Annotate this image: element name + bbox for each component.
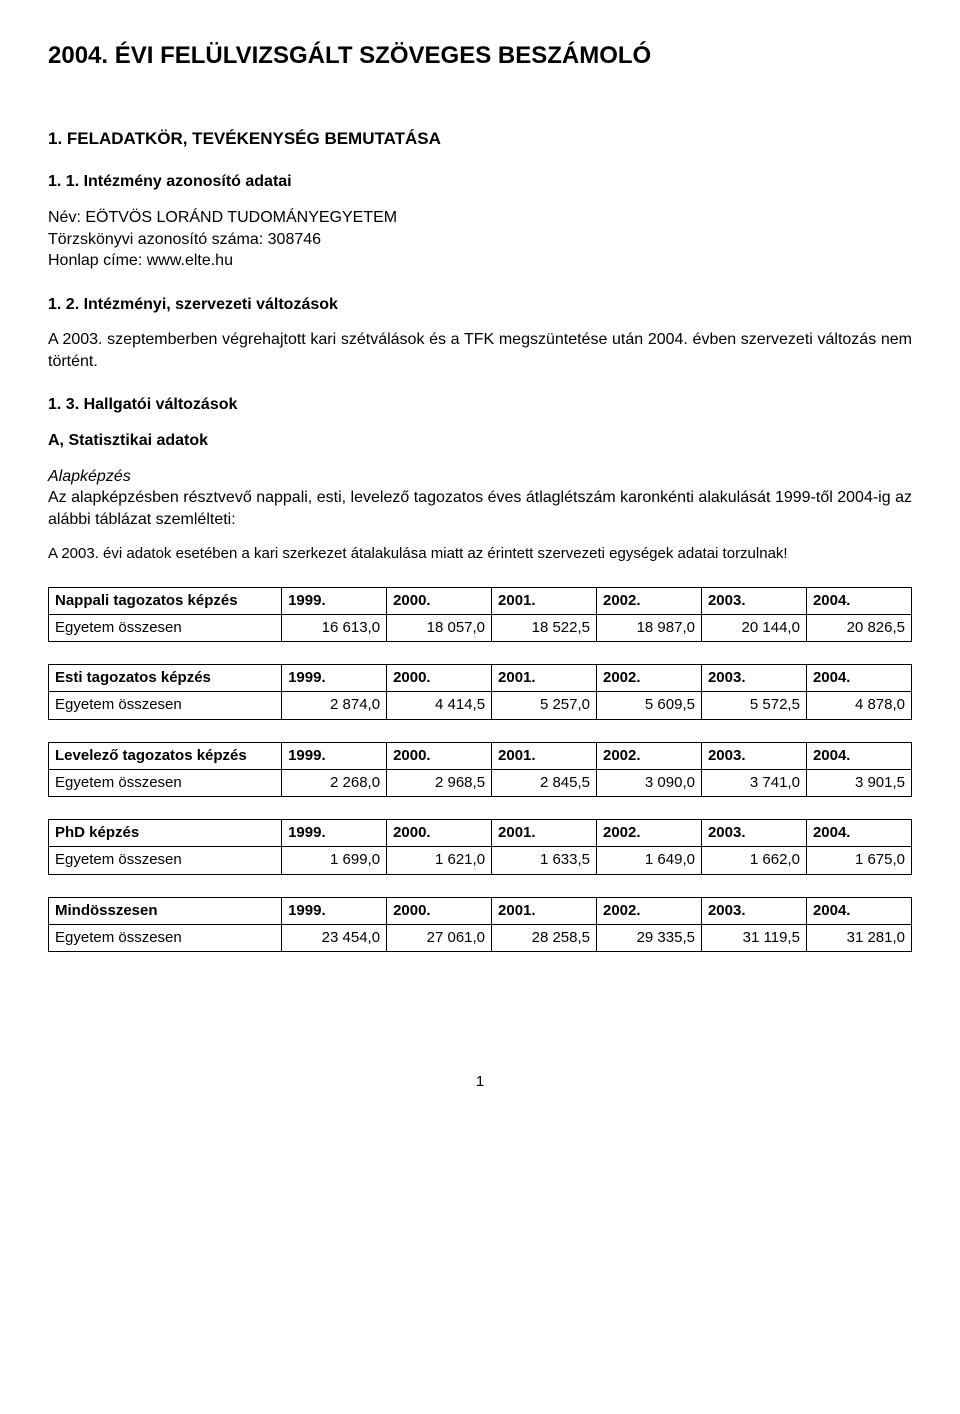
cell-value: 16 613,0 <box>282 614 387 641</box>
year-header: 2001. <box>492 587 597 614</box>
cell-value: 28 258,5 <box>492 924 597 951</box>
section-1-2-paragraph: A 2003. szeptemberben végrehajtott kari … <box>48 329 912 372</box>
page-title: 2004. ÉVI FELÜLVIZSGÁLT SZÖVEGES BESZÁMO… <box>48 40 912 72</box>
year-header: 2004. <box>806 820 911 847</box>
cell-value: 1 675,0 <box>806 847 911 874</box>
data-table: Nappali tagozatos képzés1999.2000.2001.2… <box>48 587 912 643</box>
year-header: 2003. <box>701 587 806 614</box>
data-table: Esti tagozatos képzés1999.2000.2001.2002… <box>48 664 912 720</box>
cell-value: 4 878,0 <box>806 692 911 719</box>
year-header: 2002. <box>597 820 702 847</box>
cell-value: 1 699,0 <box>282 847 387 874</box>
cell-value: 2 268,0 <box>282 769 387 796</box>
cell-value: 1 633,5 <box>492 847 597 874</box>
table-caption: Nappali tagozatos képzés <box>49 587 282 614</box>
cell-value: 1 649,0 <box>597 847 702 874</box>
section-1-3-heading: 1. 3. Hallgatói változások <box>48 394 912 416</box>
cell-value: 5 609,5 <box>597 692 702 719</box>
cell-value: 31 119,5 <box>701 924 806 951</box>
cell-value: 18 057,0 <box>387 614 492 641</box>
field-regnum: Törzskönyvi azonosító száma: 308746 <box>48 229 912 251</box>
cell-value: 18 522,5 <box>492 614 597 641</box>
year-header: 2004. <box>806 897 911 924</box>
year-header: 2001. <box>492 897 597 924</box>
cell-value: 1 662,0 <box>701 847 806 874</box>
table-caption: PhD képzés <box>49 820 282 847</box>
year-header: 2003. <box>701 742 806 769</box>
year-header: 2003. <box>701 665 806 692</box>
year-header: 2000. <box>387 742 492 769</box>
year-header: 2001. <box>492 665 597 692</box>
year-header: 1999. <box>282 587 387 614</box>
year-header: 2004. <box>806 742 911 769</box>
year-header: 1999. <box>282 742 387 769</box>
cell-value: 2 845,5 <box>492 769 597 796</box>
cell-value: 29 335,5 <box>597 924 702 951</box>
data-table: PhD képzés1999.2000.2001.2002.2003.2004.… <box>48 819 912 875</box>
year-header: 2000. <box>387 587 492 614</box>
cell-value: 20 826,5 <box>806 614 911 641</box>
row-label: Egyetem összesen <box>49 847 282 874</box>
cell-value: 3 741,0 <box>701 769 806 796</box>
row-label: Egyetem összesen <box>49 614 282 641</box>
table-caption: Esti tagozatos képzés <box>49 665 282 692</box>
cell-value: 5 257,0 <box>492 692 597 719</box>
section-1-heading: 1. FELADATKÖR, TEVÉKENYSÉG BEMUTATÁSA <box>48 128 912 151</box>
data-note: A 2003. évi adatok esetében a kari szerk… <box>48 544 912 564</box>
cell-value: 18 987,0 <box>597 614 702 641</box>
cell-value: 23 454,0 <box>282 924 387 951</box>
year-header: 2000. <box>387 665 492 692</box>
cell-value: 2 968,5 <box>387 769 492 796</box>
year-header: 2003. <box>701 820 806 847</box>
field-url: Honlap címe: www.elte.hu <box>48 250 912 272</box>
year-header: 2002. <box>597 587 702 614</box>
year-header: 1999. <box>282 897 387 924</box>
year-header: 2000. <box>387 820 492 847</box>
alap-label: Alapképzés <box>48 466 912 488</box>
table-caption: Levelező tagozatos képzés <box>49 742 282 769</box>
cell-value: 2 874,0 <box>282 692 387 719</box>
cell-value: 4 414,5 <box>387 692 492 719</box>
cell-value: 20 144,0 <box>701 614 806 641</box>
page-number: 1 <box>48 1072 912 1092</box>
row-label: Egyetem összesen <box>49 692 282 719</box>
row-label: Egyetem összesen <box>49 924 282 951</box>
year-header: 2004. <box>806 665 911 692</box>
year-header: 2003. <box>701 897 806 924</box>
year-header: 2000. <box>387 897 492 924</box>
cell-value: 5 572,5 <box>701 692 806 719</box>
row-label: Egyetem összesen <box>49 769 282 796</box>
year-header: 2002. <box>597 665 702 692</box>
year-header: 2002. <box>597 742 702 769</box>
alap-paragraph: Az alapképzésben résztvevő nappali, esti… <box>48 487 912 530</box>
table-caption: Mindösszesen <box>49 897 282 924</box>
year-header: 1999. <box>282 665 387 692</box>
year-header: 1999. <box>282 820 387 847</box>
cell-value: 1 621,0 <box>387 847 492 874</box>
cell-value: 3 090,0 <box>597 769 702 796</box>
cell-value: 27 061,0 <box>387 924 492 951</box>
cell-value: 31 281,0 <box>806 924 911 951</box>
cell-value: 3 901,5 <box>806 769 911 796</box>
year-header: 2004. <box>806 587 911 614</box>
data-table: Levelező tagozatos képzés1999.2000.2001.… <box>48 742 912 798</box>
field-name: Név: EÖTVÖS LORÁND TUDOMÁNYEGYETEM <box>48 207 912 229</box>
year-header: 2001. <box>492 820 597 847</box>
section-1-1-heading: 1. 1. Intézmény azonosító adatai <box>48 171 912 193</box>
year-header: 2001. <box>492 742 597 769</box>
stats-heading: A, Statisztikai adatok <box>48 430 912 452</box>
section-1-2-heading: 1. 2. Intézményi, szervezeti változások <box>48 294 912 316</box>
year-header: 2002. <box>597 897 702 924</box>
data-table: Mindösszesen1999.2000.2001.2002.2003.200… <box>48 897 912 953</box>
